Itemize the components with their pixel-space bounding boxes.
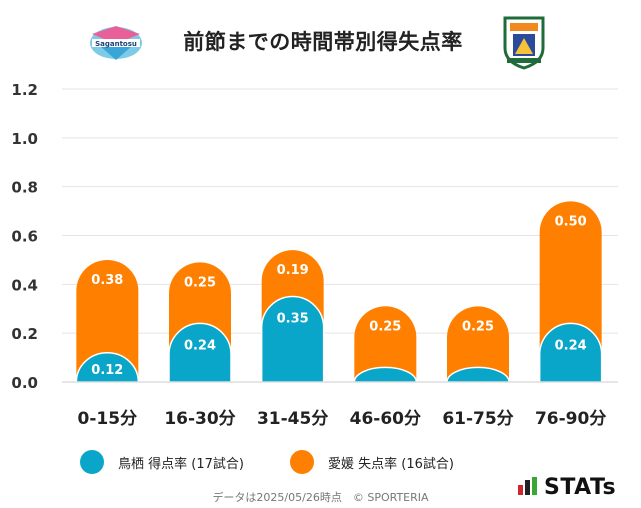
y-tick-label: 0.2 [11,325,38,343]
data-label-ehime: 0.38 [91,273,123,288]
legend-item-tosu: 鳥栖 得点率 (17試合) [80,447,244,477]
data-label-ehime: 0.25 [184,275,216,290]
bar-tosu [168,322,232,383]
data-source-note: データは2025/05/26時点 © SPORTERIA [212,491,429,504]
x-tick-label: 16-30分 [164,409,235,429]
bar-tosu [446,366,510,383]
y-tick-label: 1.0 [11,130,38,148]
sagan-tosu-logo-icon: Sagantosu [86,24,146,66]
y-tick-label: 1.2 [11,81,38,99]
data-label-ehime: 0.25 [369,319,401,334]
legend-swatch-ehime [290,450,314,474]
data-label-ehime: 0.25 [462,319,494,334]
legend-label-ehime: 愛媛 失点率 (16試合) [328,456,454,472]
bar-tosu [353,366,418,383]
data-label-tosu: 0.24 [184,338,216,353]
bar-tosu [260,295,325,383]
ehime-fc-logo-icon [501,14,547,74]
x-tick-label: 46-60分 [350,409,421,429]
data-label-ehime: 0.19 [277,263,309,278]
svg-text:Sagantosu: Sagantosu [95,40,137,48]
chart-title: 前節までの時間帯別得失点率 [183,30,463,54]
y-tick-label: 0.6 [11,228,38,246]
stats-logo-icon [518,476,538,499]
stats-brand-text: STATs [544,475,617,500]
y-tick-label: 0.4 [11,276,38,294]
bar-tosu [75,352,140,383]
data-label-tosu: 0.12 [91,363,123,378]
legend-swatch-tosu [80,450,104,474]
x-tick-label: 31-45分 [257,409,328,429]
x-tick-label: 61-75分 [442,409,513,429]
data-label-tosu: 0.24 [555,338,587,353]
bar-ehime [447,306,509,382]
chart-header: Sagantosu 前節までの時間帯別得失点率 [0,0,641,80]
x-tick-label: 0-15分 [78,409,138,429]
y-tick-label: 0.0 [11,374,38,392]
legend-label-tosu: 鳥栖 得点率 (17試合) [118,456,244,472]
chart-legend: 鳥栖 得点率 (17試合) 愛媛 失点率 (16試合) [80,447,560,477]
bar-ehime [354,306,417,382]
data-label-tosu: 0.35 [277,312,309,327]
legend-item-ehime: 愛媛 失点率 (16試合) [290,447,454,477]
bar-tosu [538,322,603,383]
x-tick-label: 76-90分 [535,409,606,429]
bar-ehime [76,259,139,382]
stacked-bar-chart: 0.0 0.2 0.4 0.6 0.8 1.0 1.2 0.38 0.12 0-15分 0.25 0.… [11,81,618,429]
y-tick-label: 0.8 [11,179,38,197]
data-label-ehime: 0.50 [555,214,587,229]
stats-brand: STATs [518,475,616,500]
